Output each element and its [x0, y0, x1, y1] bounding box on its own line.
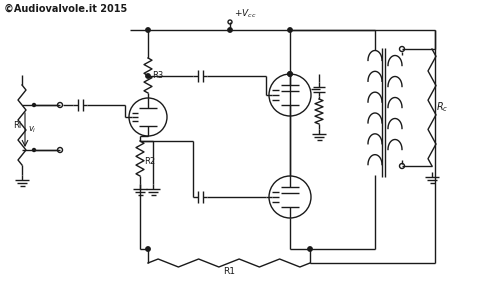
Text: $v_i$: $v_i$ — [28, 125, 36, 135]
Text: ©Audiovalvole.it 2015: ©Audiovalvole.it 2015 — [4, 4, 127, 14]
Circle shape — [308, 247, 312, 251]
Circle shape — [288, 28, 292, 32]
Text: $R_c$: $R_c$ — [436, 101, 448, 114]
Text: R2: R2 — [144, 156, 155, 166]
Circle shape — [228, 28, 232, 32]
Circle shape — [288, 72, 292, 76]
Text: $+V_{cc}$: $+V_{cc}$ — [234, 8, 256, 20]
Circle shape — [288, 72, 292, 76]
Circle shape — [146, 247, 150, 251]
Circle shape — [32, 103, 35, 106]
Circle shape — [146, 28, 150, 32]
Circle shape — [146, 74, 150, 78]
Text: Ri: Ri — [13, 120, 21, 130]
Circle shape — [32, 149, 35, 152]
Text: R1: R1 — [223, 267, 235, 276]
Text: R3: R3 — [152, 71, 163, 81]
